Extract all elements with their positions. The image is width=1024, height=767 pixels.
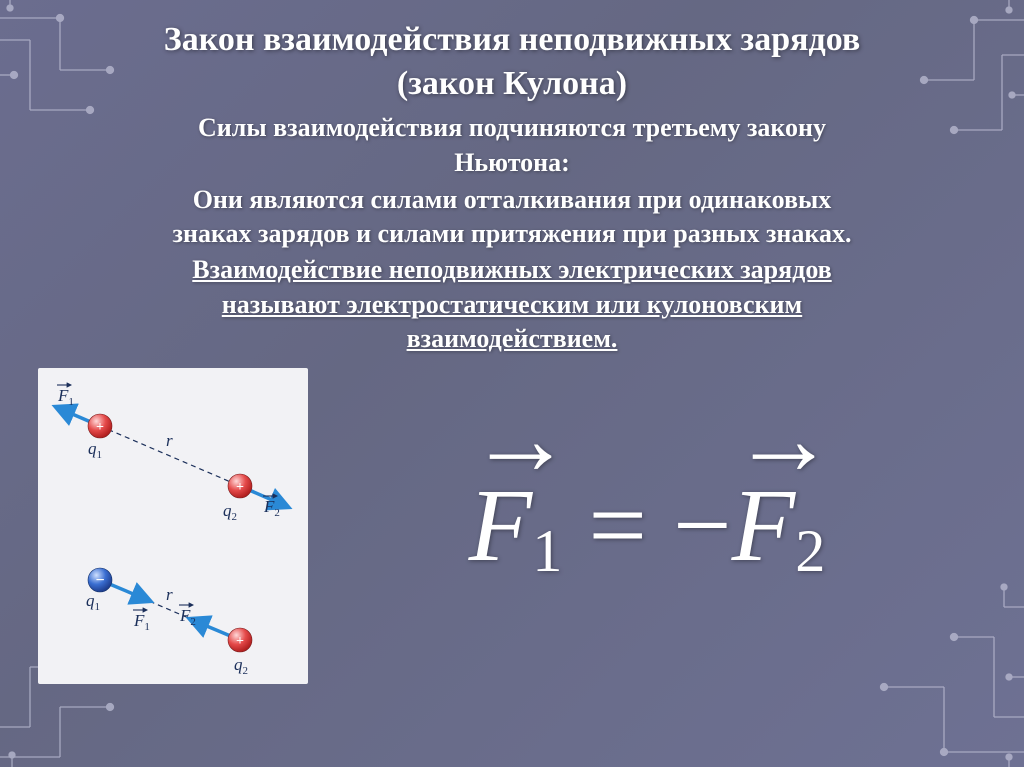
svg-text:q2: q2 (223, 501, 237, 523)
svg-text:q2: q2 (234, 655, 248, 677)
newton3-formula: → F 1 = − → F 2 (469, 466, 826, 587)
body-p2-l2: называют электростатическим или кулоновс… (48, 288, 976, 322)
formula-eq: = (562, 468, 673, 583)
subtitle-line-1: Силы взаимодействия подчиняются третьему… (38, 111, 986, 146)
body-p1-l1: Они являются силами отталкивания при оди… (48, 183, 976, 217)
formula-area: → F 1 = − → F 2 (308, 466, 986, 587)
body-p2-l3: взаимодействием. (48, 322, 976, 356)
slide: Закон взаимодействия неподвижных зарядов… (0, 0, 1024, 767)
diagram-r-bottom: r (166, 585, 173, 604)
formula-neg: − (673, 468, 732, 583)
svg-text:F2: F2 (179, 606, 196, 628)
body-paragraph-2: Взаимодействие неподвижных электрических… (38, 253, 986, 356)
title-line-1: Закон взаимодействия неподвижных зарядов (38, 18, 986, 62)
charge-plus-icon: + (236, 634, 244, 649)
svg-text:q1: q1 (86, 591, 100, 613)
force-diagram-svg: r + + F1 F2 q1 q2 (38, 368, 308, 684)
vector-F1: → F (469, 466, 533, 585)
slide-subtitle: Силы взаимодействия подчиняются третьему… (38, 111, 986, 181)
svg-text:F1: F1 (57, 386, 74, 408)
vector-F2: → F (732, 466, 796, 585)
svg-text:F2: F2 (263, 497, 280, 519)
body-paragraph-1: Они являются силами отталкивания при оди… (38, 183, 986, 252)
formula-sub-2: 2 (795, 518, 825, 585)
charge-minus-icon: − (95, 572, 104, 589)
svg-text:F1: F1 (133, 611, 150, 633)
subtitle-line-2: Ньютона: (38, 146, 986, 181)
force-diagram: r + + F1 F2 q1 q2 (38, 368, 308, 684)
body-p2-l1: Взаимодействие неподвижных электрических… (48, 253, 976, 287)
slide-title: Закон взаимодействия неподвижных зарядов… (38, 18, 986, 105)
svg-text:q1: q1 (88, 439, 102, 461)
title-line-2: (закон Кулона) (38, 62, 986, 106)
diagram-r-top: r (166, 431, 173, 450)
charge-plus-icon: + (96, 420, 104, 435)
formula-sub-1: 1 (532, 518, 562, 585)
content-row: r + + F1 F2 q1 q2 (38, 368, 986, 684)
body-p1-l2: знаках зарядов и силами притяжения при р… (48, 217, 976, 251)
charge-plus-icon: + (236, 480, 244, 495)
